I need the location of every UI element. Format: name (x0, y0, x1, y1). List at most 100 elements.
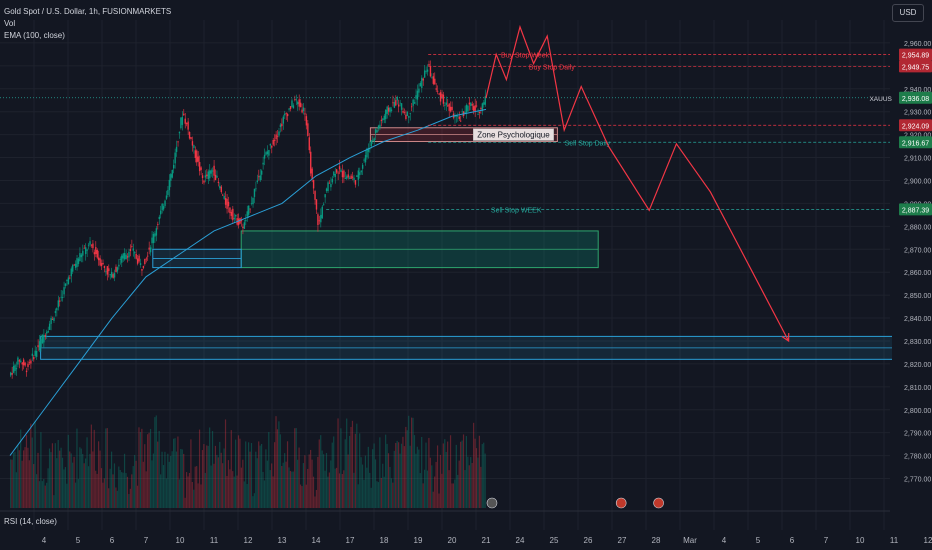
volume-bar (289, 470, 292, 508)
candle-body (473, 106, 475, 111)
candle-body (147, 255, 149, 257)
volume-bar (412, 417, 414, 508)
volume-bar (259, 445, 261, 508)
candle-body (204, 175, 207, 178)
ema-line (9, 108, 487, 456)
candle-body (194, 150, 197, 158)
volume-bar (320, 435, 322, 508)
volume-bar (416, 446, 418, 508)
volume-bar (180, 448, 182, 508)
y-tick-label: 2,830.00 (904, 339, 931, 346)
volume-bar (421, 436, 423, 508)
candle-body (347, 174, 349, 178)
price-tag-box (899, 119, 932, 132)
volume-bar (423, 469, 426, 508)
volume-bar (131, 474, 133, 508)
candle-body (399, 102, 401, 104)
candle-body (324, 194, 326, 198)
candle-body (344, 178, 347, 179)
x-tick-label: 7 (143, 536, 149, 545)
candle-body (311, 168, 313, 180)
candle-body (250, 203, 253, 204)
candle-body (255, 188, 257, 190)
candle-body (116, 267, 119, 272)
volume-bar (154, 417, 156, 508)
x-tick-label: 5 (75, 536, 81, 545)
candle-body (181, 116, 184, 125)
volume-bar (160, 474, 162, 508)
candle-body (383, 115, 385, 120)
candle-body (471, 104, 473, 106)
candle-body (171, 169, 173, 178)
x-tick-label: 10 (175, 536, 185, 545)
volume-bar (369, 472, 371, 508)
volume-bar (116, 490, 118, 508)
candle-body (72, 265, 74, 272)
volume-bar (260, 443, 263, 508)
y-tick-label: 2,800.00 (904, 408, 931, 415)
volume-bar (431, 465, 433, 508)
volume-bar (286, 441, 289, 508)
volume-bar (250, 443, 253, 508)
candle-body (59, 300, 61, 302)
candle-body (281, 123, 283, 127)
volume-bar (196, 466, 198, 508)
volume-bar (374, 459, 377, 508)
candle-body (331, 178, 334, 183)
volume-bar (89, 453, 91, 508)
candle-body (258, 176, 260, 178)
volume-bar (269, 470, 271, 508)
candle-body (343, 170, 345, 178)
candle-body (354, 180, 357, 185)
volume-bar (17, 445, 19, 508)
candle-body (92, 243, 94, 249)
volume-bar (357, 484, 359, 508)
level-name: Buy Stop Week (501, 53, 550, 60)
candle-body (109, 274, 111, 276)
volume-bar (110, 451, 113, 508)
volume-bar (73, 456, 75, 508)
date-axis[interactable]: 4 5 6 7 10 11 12 13 14 17 18 19 20 21 24 25 26 27 28 Mar 4 5 6… (0, 534, 932, 550)
volume-bar (478, 435, 480, 508)
candle-body (387, 107, 390, 112)
volume-bar (315, 489, 317, 508)
volume-bar (436, 445, 439, 508)
volume-bar (35, 474, 38, 508)
x-tick-label: 5 (755, 536, 761, 545)
volume-bar (392, 482, 394, 508)
volume-bar (207, 445, 209, 508)
volume-bar (465, 436, 468, 508)
volume-bar (237, 435, 240, 508)
candle-body (217, 181, 220, 183)
candle-body (327, 182, 329, 192)
candle-body (220, 186, 222, 193)
volume-bar (14, 451, 16, 508)
volume-bar (370, 487, 372, 508)
volume-bar (347, 454, 349, 508)
candle-body (249, 208, 251, 210)
candle-body (454, 115, 456, 118)
volume-bar (376, 481, 378, 508)
volume-bar (429, 457, 431, 508)
volume-bar (134, 454, 136, 508)
candle-body (31, 353, 34, 356)
volume-bar (426, 470, 429, 508)
volume-bar (266, 460, 268, 508)
volume-bar (311, 459, 313, 508)
volume-bar (85, 458, 87, 508)
candle-body (108, 268, 110, 272)
volume-bar (95, 470, 97, 508)
candle-body (167, 190, 169, 195)
volume-bar (363, 479, 365, 508)
candle-body (408, 116, 410, 118)
candle-body (180, 117, 182, 129)
volume-bar (328, 472, 330, 508)
volume-bar (15, 472, 17, 508)
candle-body (64, 283, 67, 286)
candle-body (28, 362, 31, 364)
candle-body (377, 125, 380, 129)
currency-button[interactable]: USD (892, 4, 924, 22)
volume-bar (415, 453, 417, 508)
candle-body (183, 113, 185, 116)
